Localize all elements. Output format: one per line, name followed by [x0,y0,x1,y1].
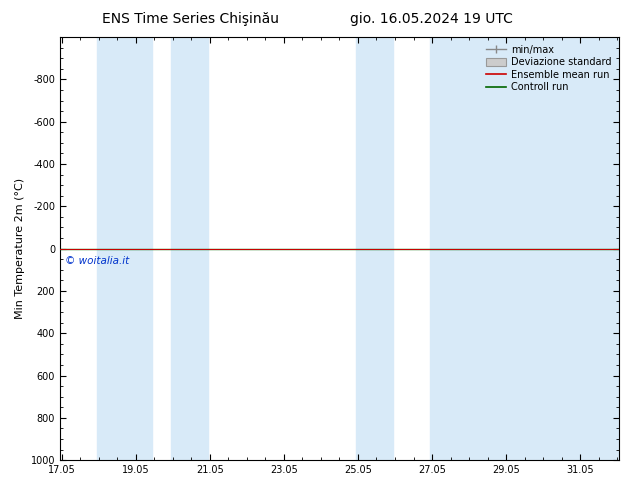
Text: ENS Time Series Chişinău: ENS Time Series Chişinău [101,12,279,26]
Bar [171,37,208,460]
Bar [430,37,619,460]
Legend: min/max, Deviazione standard, Ensemble mean run, Controll run: min/max, Deviazione standard, Ensemble m… [484,42,614,95]
Text: gio. 16.05.2024 19 UTC: gio. 16.05.2024 19 UTC [350,12,512,26]
Text: © woitalia.it: © woitalia.it [65,256,130,266]
Bar [97,37,153,460]
Y-axis label: Min Temperature 2m (°C): Min Temperature 2m (°C) [15,178,25,319]
Bar [356,37,393,460]
